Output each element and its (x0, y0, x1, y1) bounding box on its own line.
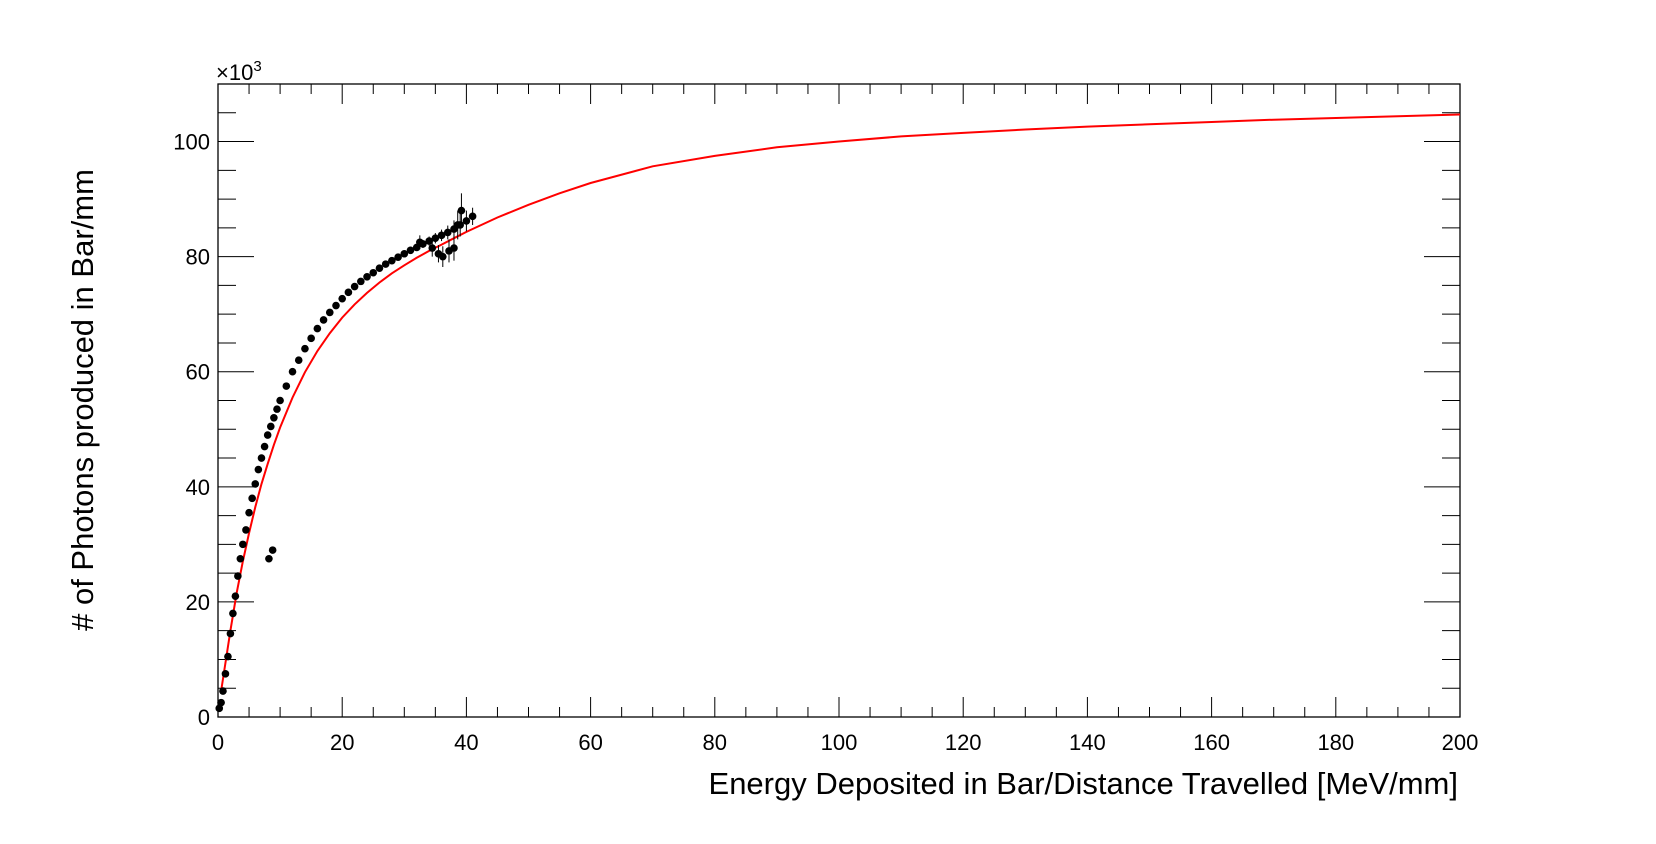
data-point (363, 272, 371, 281)
tick-labels: 0 20 40 60 80 100 120 140 160 180 200 0 20 40 60 80 100 (173, 130, 1478, 755)
data-point (381, 260, 390, 268)
data-point (217, 698, 225, 707)
data-point (428, 244, 437, 252)
data-point (332, 301, 340, 310)
data-point (388, 256, 396, 265)
data-point (254, 465, 263, 474)
data-point (270, 413, 278, 422)
data-point (245, 508, 253, 517)
data-point (215, 704, 224, 713)
x-tick-label: 40 (454, 730, 478, 755)
data-point (265, 554, 273, 563)
x-tick-label: 60 (578, 730, 602, 755)
y-tick-label: 20 (186, 590, 210, 615)
x-tick-label: 20 (330, 730, 354, 755)
data-point (301, 344, 309, 353)
data-point (450, 244, 458, 252)
data-point (313, 324, 322, 333)
y-tick-label: 100 (173, 130, 210, 155)
y-tick-label: 60 (186, 360, 210, 385)
y-tick-label: 40 (186, 475, 210, 500)
x-tick-label: 100 (821, 730, 858, 755)
axis-ticks (217, 83, 1461, 718)
data-point (439, 252, 447, 261)
x-tick-label: 0 (212, 730, 224, 755)
data-point (288, 367, 297, 376)
data-point (219, 687, 227, 695)
data-point (234, 572, 242, 580)
x-tick-label: 180 (1317, 730, 1354, 755)
data-point (236, 554, 245, 563)
data-point (242, 526, 250, 534)
data-point (453, 221, 462, 229)
y-multiplier-exponent: 3 (253, 58, 261, 75)
data-point (224, 652, 232, 661)
data-point (257, 454, 266, 462)
data-point (357, 277, 365, 286)
data-point (263, 431, 272, 439)
data-point (276, 396, 284, 405)
data-point (344, 288, 353, 297)
data-point (251, 480, 260, 488)
data-point (226, 629, 235, 638)
data-point (325, 308, 334, 317)
fit-curve (220, 113, 1461, 692)
data-point (260, 442, 269, 451)
data-point (338, 294, 347, 303)
data-point (307, 334, 315, 343)
x-tick-label: 140 (1069, 730, 1106, 755)
data-point (221, 670, 230, 678)
x-tick-label: 120 (945, 730, 982, 755)
x-axis-title: Energy Deposited in Bar/Distance Travell… (709, 766, 1458, 801)
data-point (443, 228, 452, 237)
data-point (468, 212, 477, 221)
data-point (239, 540, 247, 549)
y-axis-title: # of Photons produced in Bar/mm (65, 169, 100, 631)
data-point (457, 206, 466, 215)
data-point (462, 217, 471, 225)
data-point (231, 592, 240, 600)
y-tick-label: 0 (198, 705, 210, 730)
x-tick-label: 80 (703, 730, 727, 755)
data-point (266, 422, 275, 431)
data-point (406, 246, 415, 255)
y-tick-label: 80 (186, 245, 210, 270)
data-points-layer (215, 193, 477, 713)
data-point (282, 382, 291, 390)
data-point (273, 405, 281, 413)
data-point (268, 546, 277, 554)
fit-curve-layer (220, 113, 1461, 692)
data-point (437, 231, 446, 240)
data-point (294, 356, 303, 365)
data-point (369, 268, 378, 277)
data-point (425, 237, 433, 245)
data-point (319, 316, 328, 324)
y-multiplier-base: ×10 (216, 60, 253, 85)
y-axis-multiplier: ×103 (216, 58, 262, 85)
x-tick-label: 200 (1442, 730, 1479, 755)
data-point (416, 238, 424, 247)
data-point (400, 249, 409, 258)
data-point (229, 609, 237, 618)
data-point (248, 494, 256, 503)
data-point (431, 234, 440, 243)
data-point (394, 253, 402, 262)
data-point (375, 264, 384, 272)
x-tick-label: 160 (1193, 730, 1230, 755)
plot-frame (217, 83, 1461, 718)
data-point (350, 282, 359, 291)
